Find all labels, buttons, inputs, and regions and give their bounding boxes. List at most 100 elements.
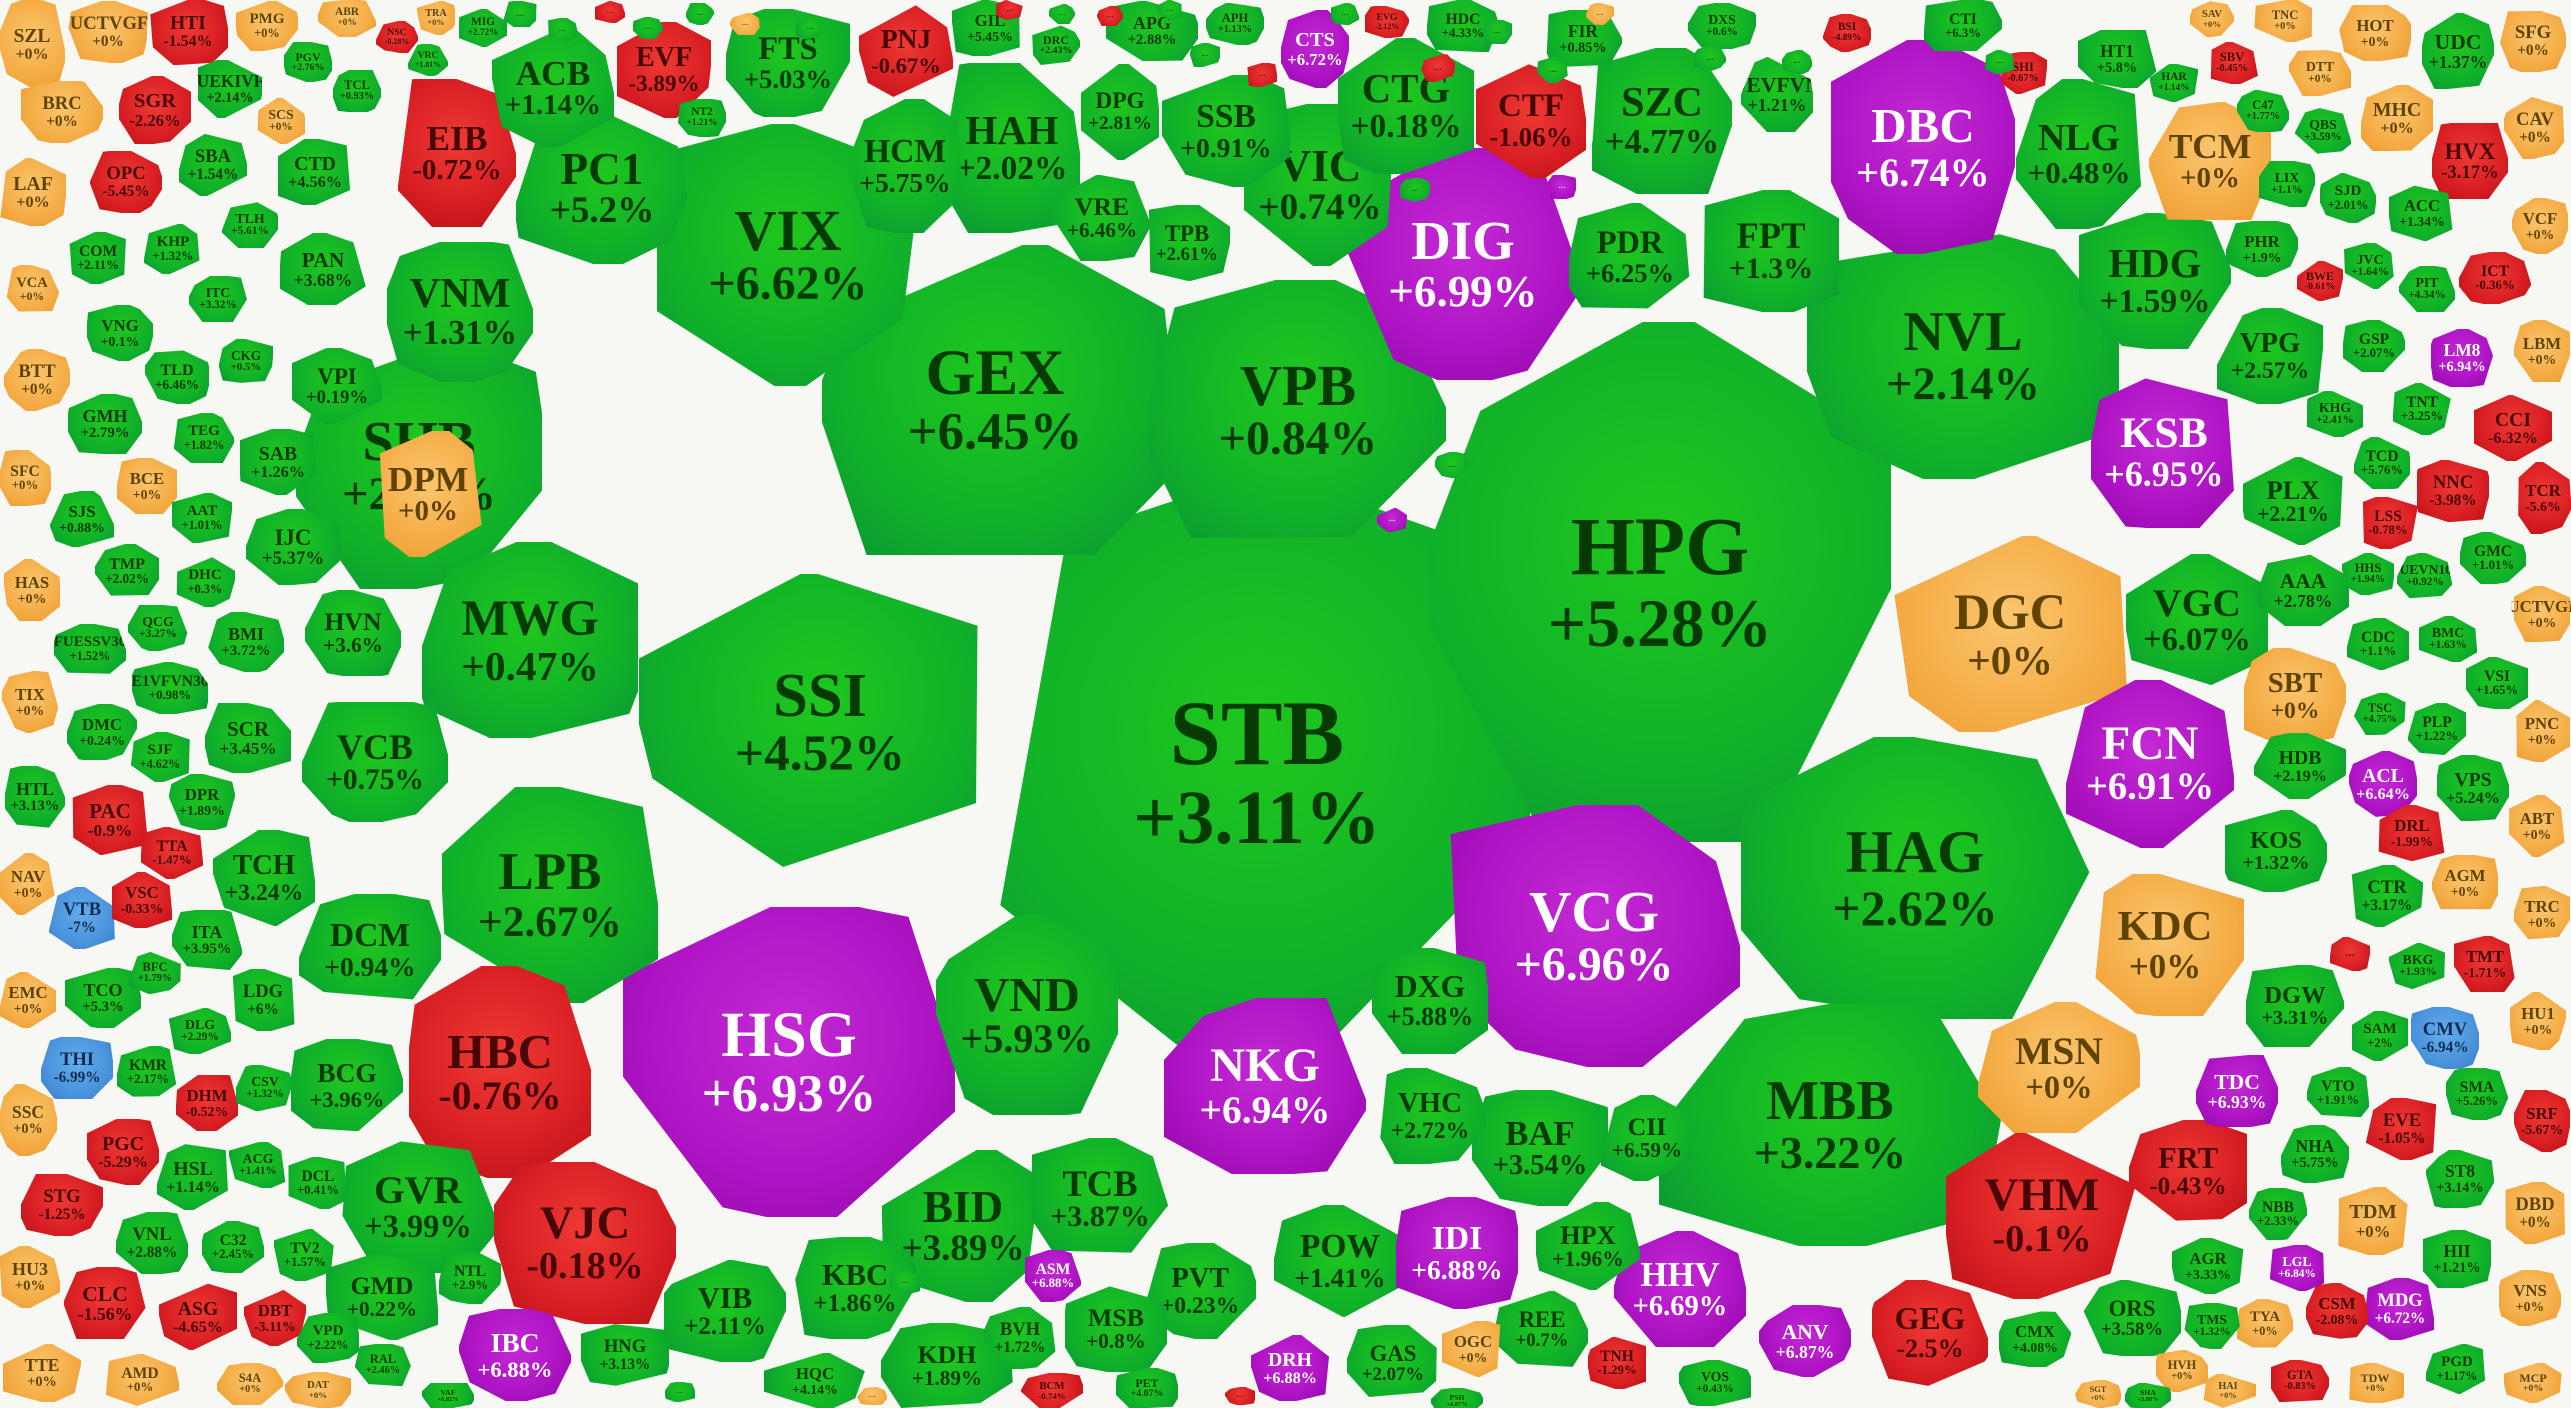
stock-cell-vca[interactable]: VCA +0% [6,265,59,312]
stock-cell-msn[interactable]: MSN +0% [1978,1002,2140,1134]
stock-cell-nvl[interactable]: NVL +2.14% [1807,234,2119,479]
stock-cell-lss[interactable]: LSS -0.78% [2362,497,2418,549]
stock-cell-tra[interactable]: TRA +0% [417,1,455,35]
stock-cell-hvx[interactable]: HVX -3.17% [2432,123,2508,199]
stock-cell-qbs[interactable]: QBS +3.59% [2295,108,2351,154]
stock-cell-tpb[interactable]: TPB +2.61% [1148,205,1230,281]
stock-cell-tta[interactable]: TTA -1.47% [141,827,203,879]
stock-cell-sba[interactable]: SBA +1.54% [179,134,247,196]
stock-cell-shi[interactable]: SHI -0.67% [2001,52,2047,94]
stock-cell-sjs[interactable]: SJS +0.88% [50,491,114,547]
stock-cell-pgv[interactable]: PGV +2.76% [284,42,332,82]
stock-cell-drc[interactable]: DRC +2.43% [1032,25,1080,65]
stock-cell-sbt[interactable]: SBT +0% [2244,648,2346,744]
stock-cell-lix[interactable]: LIX +1.1% [2259,161,2315,207]
stock-cell-fuessv30[interactable]: FUESSV30 +1.52% [54,624,126,674]
stock-cell-ijc[interactable]: IJC +5.37% [246,509,340,585]
stock-cell-jvc[interactable]: JVC +1.64% [2344,243,2394,289]
stock-cell-cti[interactable]: CTI +6.3% [1924,0,2002,52]
stock-cell-teg[interactable]: TEG +1.82% [174,413,234,463]
stock-cell-baf[interactable]: BAF +3.54% [1472,1090,1608,1206]
stock-cell-ssc[interactable]: SSC +0% [0,1084,57,1156]
stock-cell-amd[interactable]: AMD +0% [105,1354,179,1406]
stock-cell-bwe[interactable]: BWE -0.61% [2297,261,2343,301]
stock-cell-bkg[interactable]: BKG +1.93% [2389,943,2445,989]
stock-cell-psh[interactable]: PSH +4.07% [1431,1388,1483,1408]
stock-cell-mig[interactable]: MIG +2.72% [459,9,507,47]
stock-cell-small[interactable]: … [1331,3,1359,25]
stock-cell-pnj[interactable]: PNJ -0.67% [859,5,953,97]
stock-cell-tcl[interactable]: TCL +0.93% [333,70,381,112]
stock-cell-msb[interactable]: MSB +0.8% [1065,1286,1167,1372]
stock-cell-aph[interactable]: APH +1.13% [1206,3,1264,45]
stock-cell-small[interactable]: … [1694,45,1726,71]
stock-cell-vtb[interactable]: VTB -7% [49,887,115,949]
stock-cell-evg[interactable]: EVG -2.12% [1365,6,1409,38]
stock-cell-pmg[interactable]: PMG +0% [236,1,298,51]
stock-cell-small[interactable]: … [686,3,714,25]
stock-cell-vps[interactable]: VPS +5.24% [2437,755,2509,821]
stock-cell-vto[interactable]: VTO +1.91% [2307,1067,2369,1118]
stock-cell-szl[interactable]: SZL +0% [0,0,65,90]
stock-cell-asg[interactable]: ASG -4.65% [159,1284,237,1350]
stock-cell-clc[interactable]: CLC -1.56% [64,1267,146,1339]
stock-cell-sbv[interactable]: SBV -0.45% [2210,42,2258,84]
stock-cell-kdc[interactable]: KDC +0% [2095,874,2244,1016]
stock-cell-phr[interactable]: PHR +1.9% [2226,221,2298,277]
stock-cell-c47[interactable]: C47 +1.77% [2237,90,2289,132]
stock-cell-ogc[interactable]: OGC +0% [1442,1321,1501,1377]
stock-cell-har[interactable]: HAR +1.14% [2150,64,2198,102]
stock-cell-hag[interactable]: HAG +2.62% [1741,737,2089,1019]
stock-cell-vpg[interactable]: VPG +2.57% [2217,308,2323,404]
stock-cell-dlg[interactable]: DLG +2.29% [169,1008,231,1054]
stock-cell-small[interactable]: … [1097,6,1123,26]
stock-cell-scs[interactable]: SCS +0% [257,98,305,144]
stock-cell-itc[interactable]: ITC +3.32% [189,276,247,322]
stock-cell-small[interactable]: … [1586,3,1614,25]
stock-cell-plx[interactable]: PLX +2.21% [2243,457,2343,545]
stock-cell-dpg[interactable]: DPG +2.81% [1081,64,1159,160]
stock-cell-vnm[interactable]: VNM +1.31% [387,242,533,382]
stock-cell-pit[interactable]: PIT +4.34% [2399,266,2455,312]
stock-cell-tix[interactable]: TIX +0% [2,671,58,733]
stock-cell-sha[interactable]: SHA +3.08% [2125,1383,2171,1408]
stock-cell-tld[interactable]: TLD +6.46% [145,350,209,404]
stock-cell-vrc[interactable]: VRC +1.81% [408,44,448,76]
stock-cell-cmv[interactable]: CMV -6.94% [2411,1007,2479,1069]
stock-cell-gas[interactable]: GAS +2.07% [1347,1325,1437,1397]
stock-cell-agm[interactable]: AGM +0% [2432,855,2498,910]
stock-cell-small[interactable]: … [1049,4,1075,24]
stock-cell-asm[interactable]: ASM +6.88% [1025,1250,1081,1302]
stock-cell-dbc[interactable]: DBC +6.74% [1831,40,2015,254]
stock-cell-anv[interactable]: ANV +6.87% [1759,1305,1851,1377]
stock-cell-nav[interactable]: NAV +0% [0,853,55,915]
stock-cell-hvh[interactable]: HVH +0% [2156,1350,2208,1392]
stock-cell-btt[interactable]: BTT +0% [4,349,70,411]
stock-cell-ibc[interactable]: IBC +6.88% [459,1309,571,1401]
stock-cell-small[interactable]: … [730,13,760,35]
stock-cell-ksb[interactable]: KSB +6.95% [2091,378,2234,528]
stock-cell-ckg[interactable]: CKG +0.5% [219,339,273,383]
stock-cell-ntl[interactable]: NTL +2.9% [439,1252,501,1304]
stock-cell-tnt[interactable]: TNT +3.25% [2393,383,2451,435]
stock-cell-sjf[interactable]: SJF +4.62% [130,732,190,782]
stock-cell-ors[interactable]: ORS +3.58% [2083,1280,2181,1356]
stock-cell-small[interactable]: … [1225,1387,1255,1405]
stock-cell-sfg[interactable]: SFG +0% [2500,10,2566,72]
stock-cell-nkg[interactable]: NKG +6.94% [1164,998,1366,1174]
stock-cell-agr[interactable]: AGR +3.33% [2172,1238,2244,1294]
stock-cell-ita[interactable]: ITA +3.95% [172,910,242,970]
stock-cell-brc[interactable]: BRC +0% [21,81,103,143]
stock-cell-hai[interactable]: HAI +0% [2203,1374,2256,1408]
stock-cell-geg[interactable]: GEG -2.5% [1872,1280,1988,1386]
stock-cell-sam[interactable]: SAM +2% [2352,1011,2408,1061]
stock-cell-csm[interactable]: CSM -2.08% [2306,1283,2368,1339]
stock-cell-small[interactable]: … [996,0,1023,20]
stock-cell-eve[interactable]: EVE -1.05% [2366,1098,2437,1160]
stock-cell-tcr[interactable]: TCR -5.6% [2518,462,2571,534]
stock-cell-nha[interactable]: NHA +5.75% [2281,1125,2349,1183]
stock-cell-drh[interactable]: DRH +6.88% [1251,1335,1329,1401]
stock-cell-tcb[interactable]: TCB +3.87% [1032,1138,1168,1253]
stock-cell-com[interactable]: COM +2.11% [69,232,126,284]
stock-cell-fcn[interactable]: FCN +6.91% [2066,680,2234,848]
